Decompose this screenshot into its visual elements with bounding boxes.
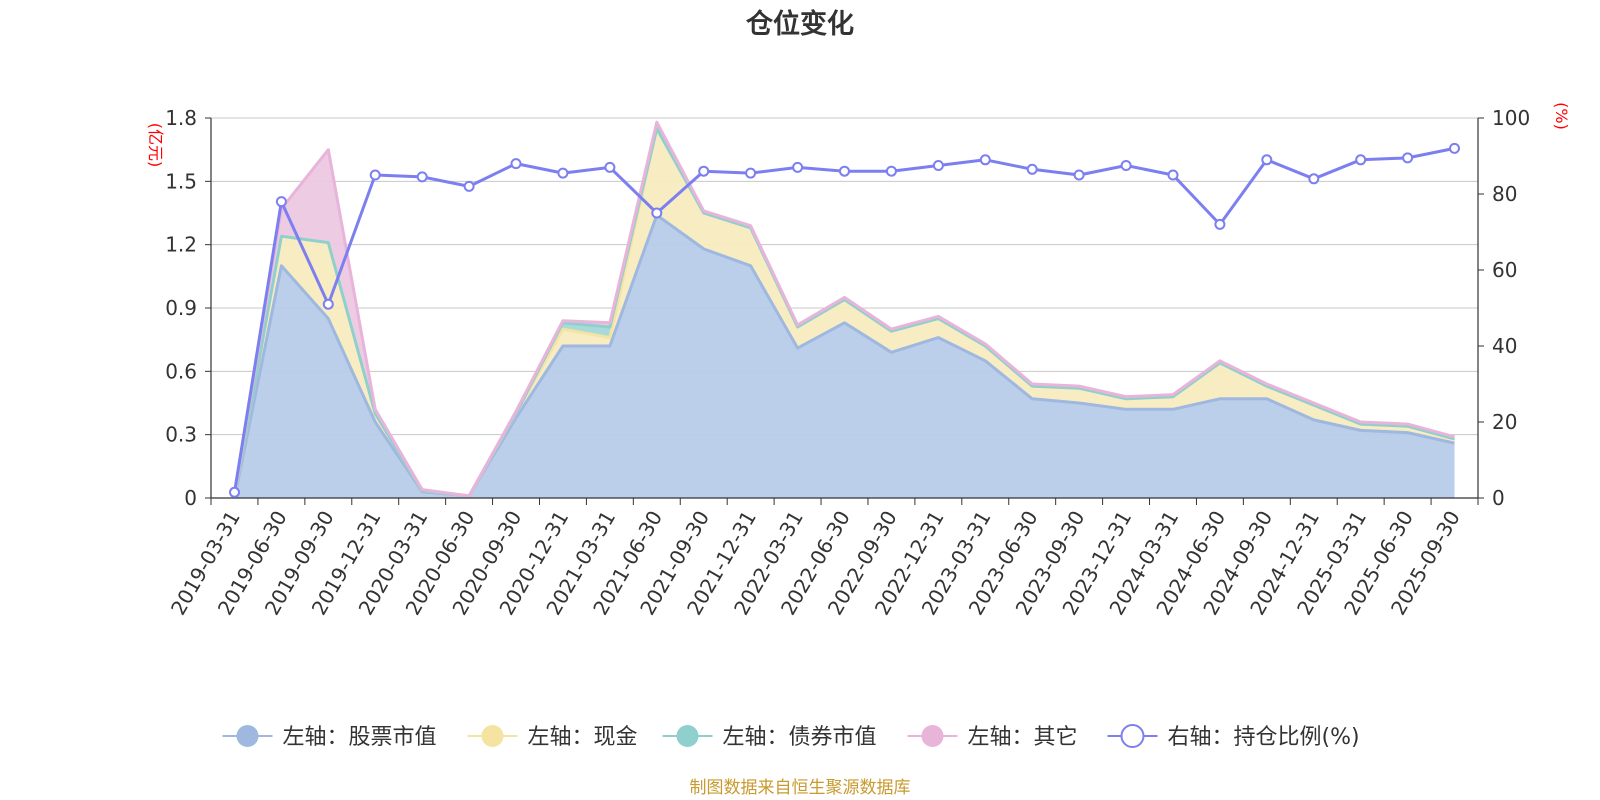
legend-item: 左轴：股票市值 [222,725,437,750]
legend-item: 左轴：现金 [467,725,638,750]
right-tick-label: 0 [1492,486,1505,510]
left-tick-label: 0.3 [165,423,197,447]
ratio-line [229,142,1460,498]
ratio-point [1167,169,1179,181]
legend-label: 左轴：债券市值 [723,725,877,750]
ratio-point [369,169,381,181]
legend: 左轴：股票市值 左轴：现金 左轴：债券市值 左轴：其它 右轴：持仓比例(%) [222,724,1360,750]
stacked-areas [233,120,1455,499]
legend-label: 左轴：股票市值 [283,725,437,750]
legend-label: 右轴：持仓比例(%) [1168,725,1360,750]
ratio-point [839,165,850,177]
legend-swatch-marker [676,725,699,747]
right-tick-label: 80 [1492,182,1517,206]
area-左轴：现金 [234,128,1455,498]
ratio-point [1261,154,1273,166]
ratio-point [1449,142,1460,154]
left-tick-label: 1.2 [165,233,197,257]
ratio-point [275,196,287,208]
legend-label: 左轴：现金 [528,725,638,750]
legend-item: 左轴：其它 [907,725,1078,750]
legend-swatch-marker [481,725,504,747]
legend-label: 左轴：其它 [968,725,1078,750]
ratio-point [1308,173,1320,185]
ratio-point [557,167,569,179]
ratio-point [1073,169,1085,181]
left-tick-label: 1.8 [165,106,197,130]
ratio-point [322,298,334,310]
ratio-point [1026,163,1038,175]
ratio-point [463,180,475,192]
legend-swatch-marker [1120,724,1145,748]
right-tick-label: 40 [1492,334,1517,358]
ratio-point [745,167,757,179]
ratio-point [698,165,710,177]
data-source-note: 制图数据来自恒生聚源数据库 [690,778,911,798]
chart-title: 仓位变化 [745,8,854,40]
legend-swatch-marker [921,725,944,747]
ratio-point [510,158,522,170]
ratio-point [229,486,240,498]
legend-swatch-marker [236,725,259,747]
legend-item: 右轴：持仓比例(%) [1107,724,1360,750]
ratio-point [651,207,663,219]
ratio-point [885,165,897,177]
left-axis-unit: (亿元) [146,123,165,168]
right-tick-label: 60 [1492,258,1517,282]
ratio-point [792,161,804,173]
left-tick-label: 0 [184,486,197,510]
area-edge-左轴：其它 [233,120,1455,498]
ratio-point [1120,160,1132,171]
area-左轴：股票市值 [234,215,1455,498]
ratio-point [1355,154,1367,166]
ratio-point [1402,152,1414,164]
legend-item: 左轴：债券市值 [662,725,877,750]
ratio-point [1214,218,1226,230]
ratio-point [979,154,991,166]
left-tick-label: 1.5 [165,169,197,193]
ratio-point [932,160,944,171]
left-tick-label: 0.6 [165,359,197,383]
ratio-point [604,161,616,173]
right-tick-label: 100 [1492,106,1530,130]
right-tick-label: 20 [1492,410,1517,434]
left-tick-label: 0.9 [165,296,197,320]
right-axis-unit: (%) [1552,102,1571,130]
ratio-point [416,171,428,183]
